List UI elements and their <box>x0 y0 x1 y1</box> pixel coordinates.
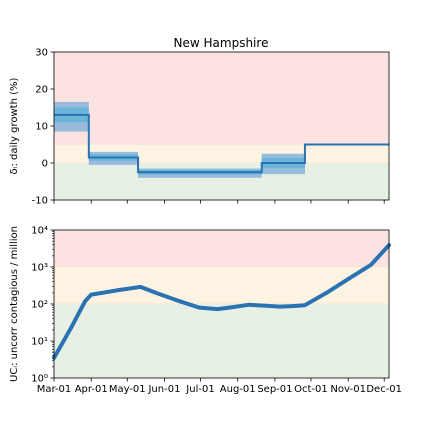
bottom-panel-zones <box>54 230 389 379</box>
zone-red <box>54 52 389 145</box>
x-tick-label: Sep-01 <box>257 384 292 395</box>
bottom-y-axis-label: UCᵢ: uncorr contagious / million <box>9 226 20 382</box>
top-panel: -10 0 10 20 30 δᵢ: daily growth (%) <box>9 48 390 207</box>
bottom-panel-x-ticks: Mar-01 Apr-01 May-01 Jun-01 Jul-01 Aug-01 Sep-… <box>37 378 402 395</box>
x-tick-label: Oct-01 <box>294 384 328 395</box>
y-tick-label: 0 <box>42 159 48 170</box>
x-tick-label: Jul-01 <box>185 384 214 395</box>
x-tick-label: Dec-01 <box>366 384 402 395</box>
y-tick-label: 10² <box>31 300 48 311</box>
x-tick-label: Nov-01 <box>330 384 366 395</box>
x-tick-label: Apr-01 <box>75 384 108 395</box>
bottom-panel: 10⁰ 10¹ 10² 10³ 10⁴ Mar-01 Apr-01 May-01 Jun-01… <box>9 226 402 396</box>
top-panel-growth-line <box>54 113 389 174</box>
y-tick-label: 10¹ <box>31 337 48 348</box>
bottom-panel-y-ticks: 10⁰ 10¹ 10² 10³ 10⁴ <box>31 226 54 385</box>
zone-orange <box>54 267 389 304</box>
zone-green <box>54 304 389 378</box>
x-tick-label: Mar-01 <box>37 384 72 395</box>
y-tick-label: -10 <box>32 196 48 207</box>
x-tick-label: Jun-01 <box>147 384 180 395</box>
top-chart-title: New Hampshire <box>174 36 269 50</box>
top-panel-y-ticks: -10 0 10 20 30 <box>32 48 54 207</box>
y-tick-label: 30 <box>35 48 48 59</box>
y-tick-label: 20 <box>35 85 48 96</box>
top-y-axis-label: δᵢ: daily growth (%) <box>9 77 20 174</box>
bottom-panel-contagious-line <box>52 243 391 360</box>
y-tick-label: 10³ <box>31 263 48 274</box>
x-tick-label: May-01 <box>109 384 146 395</box>
y-tick-label: 10⁰ <box>31 374 48 385</box>
zone-red <box>54 230 389 267</box>
top-panel-x-ticks <box>53 200 385 204</box>
x-tick-label: Aug-01 <box>220 384 256 395</box>
y-tick-label: 10 <box>35 122 48 133</box>
y-tick-label: 10⁴ <box>31 226 48 237</box>
